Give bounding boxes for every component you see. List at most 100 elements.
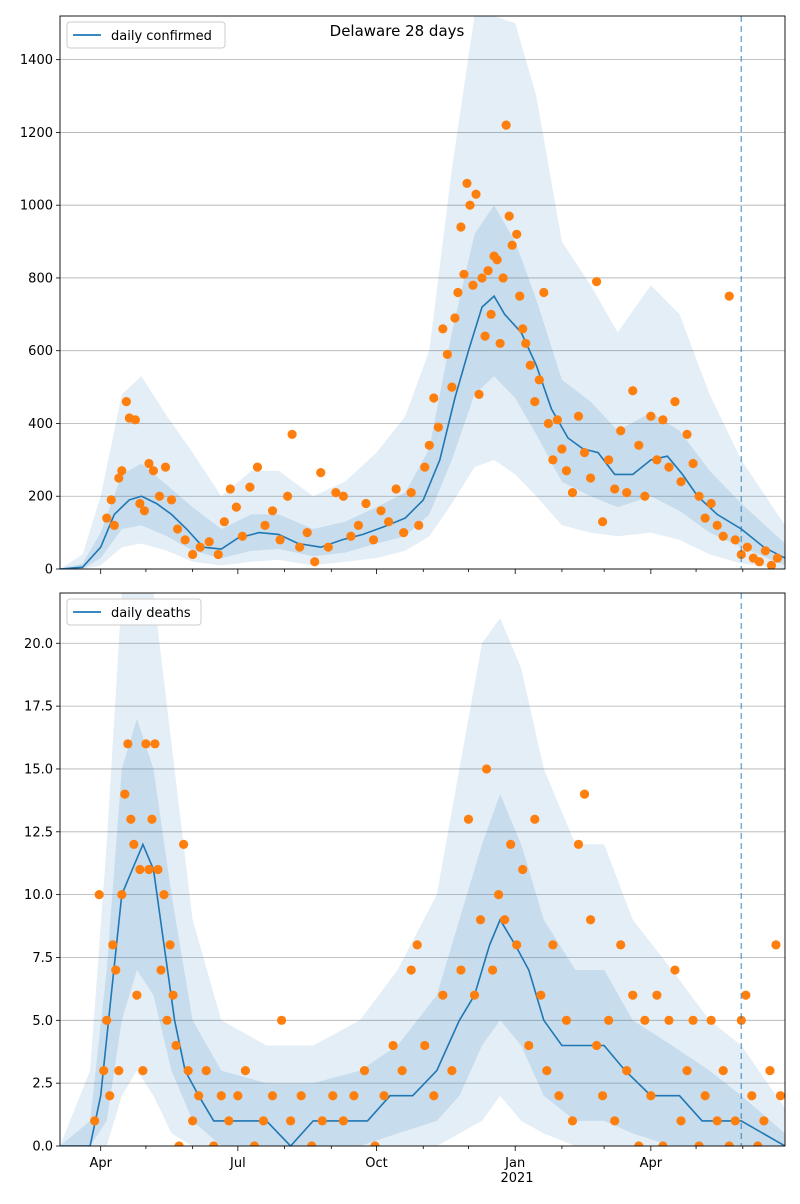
data-point	[433, 422, 443, 432]
data-point	[166, 495, 177, 505]
data-point	[682, 1065, 692, 1076]
data-point	[106, 495, 116, 505]
data-point	[316, 467, 326, 478]
data-point	[494, 890, 504, 900]
data-point	[622, 487, 632, 498]
data-point	[694, 491, 704, 501]
data-point	[295, 542, 305, 552]
data-point	[487, 965, 498, 975]
y-tick-label: 7.5	[32, 951, 53, 966]
data-point	[213, 549, 223, 560]
data-point	[736, 549, 746, 560]
data-point	[700, 513, 710, 523]
data-point	[231, 502, 241, 512]
series-line	[60, 294, 785, 569]
data-point	[525, 360, 535, 370]
data-point	[183, 1065, 193, 1076]
data-point	[406, 965, 416, 975]
data-point	[477, 273, 487, 283]
y-tick-label: 1400	[20, 53, 53, 68]
data-point	[591, 276, 602, 287]
data-point	[688, 458, 698, 469]
data-point	[652, 990, 662, 1000]
data-point	[712, 1116, 722, 1126]
data-point	[450, 313, 460, 323]
data-point	[664, 1015, 674, 1025]
data-point	[245, 482, 255, 492]
data-point	[420, 1040, 430, 1051]
data-point	[700, 1091, 710, 1101]
data-point	[694, 1141, 704, 1146]
data-point	[138, 1065, 148, 1076]
data-point	[201, 1065, 211, 1076]
data-point	[579, 789, 590, 799]
data-point	[267, 506, 278, 516]
x-tick-label: Oct	[365, 1156, 387, 1171]
data-point	[420, 462, 430, 472]
data-point	[135, 498, 145, 509]
data-point	[121, 397, 131, 407]
data-point	[712, 520, 722, 530]
data-point	[275, 535, 285, 545]
data-point	[338, 491, 348, 501]
data-point	[438, 324, 448, 334]
data-point	[766, 560, 777, 569]
data-point	[296, 1091, 306, 1101]
data-point	[141, 739, 151, 749]
data-point	[99, 1065, 109, 1076]
data-point	[144, 458, 154, 469]
data-point	[658, 415, 668, 425]
y-tick-label: 200	[28, 490, 53, 505]
data-point	[585, 473, 596, 483]
data-point	[328, 1091, 338, 1101]
data-point	[323, 542, 333, 552]
data-point	[219, 517, 229, 527]
data-point	[317, 1116, 327, 1126]
data-point	[105, 1091, 115, 1101]
data-point	[548, 940, 558, 950]
data-point	[165, 940, 175, 950]
data-point	[483, 266, 493, 276]
data-point	[634, 1141, 644, 1146]
data-point	[453, 287, 463, 298]
data-point	[391, 484, 401, 494]
y-tick-label: 400	[28, 417, 53, 432]
data-point	[379, 1091, 389, 1101]
data-point	[543, 418, 553, 429]
y-tick-label: 17.5	[24, 700, 53, 715]
data-point	[144, 864, 154, 875]
data-point	[388, 1040, 398, 1051]
data-point	[658, 1141, 668, 1146]
data-point	[456, 222, 466, 232]
data-point	[302, 528, 312, 538]
plot-area	[60, 16, 785, 569]
data-point	[102, 1015, 112, 1025]
data-point	[224, 1116, 234, 1126]
data-point	[361, 498, 371, 509]
data-point	[117, 890, 127, 900]
data-point	[310, 557, 320, 567]
data-point	[567, 487, 578, 498]
data-point	[524, 1040, 534, 1051]
data-point	[117, 466, 127, 476]
data-point	[495, 338, 505, 349]
data-point	[518, 864, 528, 875]
data-point	[109, 520, 119, 530]
data-point	[424, 440, 434, 450]
data-point	[507, 240, 517, 250]
data-point	[135, 864, 145, 875]
data-point	[188, 1116, 198, 1126]
data-point	[573, 839, 584, 849]
data-point	[567, 1116, 578, 1126]
y-tick-label: 5.0	[32, 1014, 53, 1029]
data-point	[534, 375, 544, 385]
data-point	[530, 397, 540, 407]
data-point	[346, 531, 356, 541]
data-point	[646, 411, 656, 421]
data-point	[156, 965, 166, 975]
data-point	[195, 542, 205, 552]
data-point	[604, 1015, 614, 1025]
data-point	[579, 447, 590, 458]
data-point	[504, 211, 514, 221]
y-tick-label: 800	[28, 271, 53, 286]
